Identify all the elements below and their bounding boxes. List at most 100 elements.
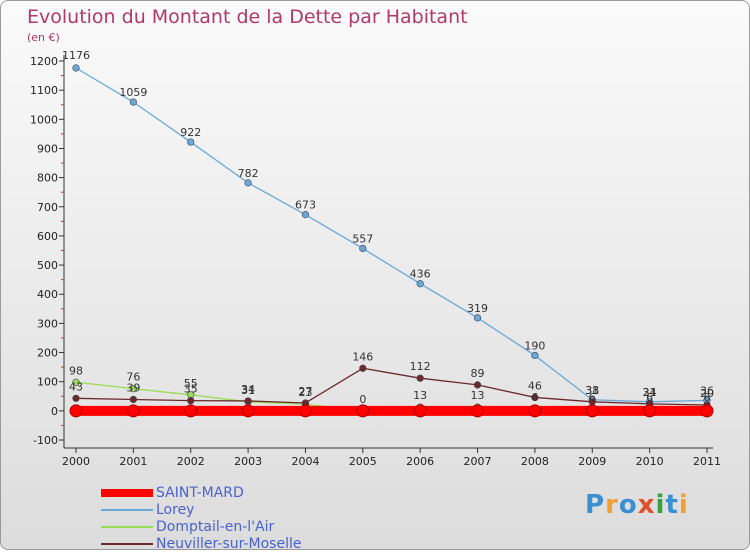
- legend-swatch: [101, 489, 153, 497]
- data-label: 436: [410, 268, 431, 281]
- x-tick-label: 2009: [578, 455, 606, 468]
- data-point: [184, 404, 198, 418]
- data-point: [69, 404, 83, 418]
- data-point: [416, 374, 424, 382]
- data-label: 13: [413, 389, 427, 402]
- data-point: [416, 280, 424, 288]
- legend-swatch: [101, 509, 153, 511]
- y-tick-label: 500: [37, 259, 58, 272]
- x-tick-label: 2011: [693, 455, 721, 468]
- legend-swatch: [101, 526, 153, 528]
- data-point: [700, 404, 714, 418]
- data-label: 39: [126, 381, 140, 394]
- y-tick-label: 600: [37, 230, 58, 243]
- data-point: [241, 404, 255, 418]
- data-label: 24: [643, 386, 657, 399]
- data-label: 27: [298, 385, 312, 398]
- data-label: 20: [700, 387, 714, 400]
- y-tick-label: 800: [37, 172, 58, 185]
- data-label: 31: [241, 384, 255, 397]
- logo-letter: o: [618, 490, 638, 520]
- data-label: 34: [241, 383, 255, 396]
- data-label: 6: [704, 391, 711, 404]
- data-label: 23: [298, 386, 312, 399]
- data-label: 6: [589, 391, 596, 404]
- x-tick-label: 2001: [119, 455, 147, 468]
- data-point: [531, 393, 539, 402]
- data-label: 190: [524, 339, 545, 352]
- data-point: [187, 397, 195, 405]
- data-label: 46: [528, 379, 542, 392]
- data-point: [187, 138, 195, 146]
- data-point: [643, 404, 657, 418]
- data-label: 782: [238, 167, 259, 180]
- y-tick-label: 100: [37, 376, 58, 389]
- data-label: 557: [352, 232, 373, 245]
- logo-letter: r: [605, 490, 619, 520]
- legend-label: SAINT-MARD: [156, 485, 244, 501]
- x-tick-label: 2008: [521, 455, 549, 468]
- data-label: 76: [126, 371, 140, 384]
- data-label: 1176: [62, 49, 90, 62]
- x-tick-label: 2002: [177, 455, 205, 468]
- data-label: 36: [700, 384, 714, 397]
- logo-letter: i: [655, 490, 666, 520]
- y-tick-label: 1000: [30, 113, 58, 126]
- data-label: 13: [471, 389, 485, 402]
- data-label: 673: [295, 199, 316, 212]
- y-tick-label: 1200: [30, 55, 58, 68]
- x-tick-label: 2004: [291, 455, 319, 468]
- y-unit-label: (en €): [27, 31, 60, 44]
- legend-label: Lorey: [156, 502, 195, 518]
- data-point: [528, 404, 542, 418]
- data-point: [413, 404, 427, 418]
- data-label: 0: [359, 393, 366, 406]
- data-label: 35: [184, 383, 198, 396]
- legend-label: Neuviller-sur-Moselle: [156, 536, 302, 552]
- x-tick-label: 2005: [349, 455, 377, 468]
- data-point: [359, 244, 367, 253]
- logo-letter: t: [665, 490, 679, 520]
- legend-swatch: [101, 543, 153, 545]
- data-point: [72, 64, 80, 72]
- data-label: 31: [643, 386, 657, 399]
- data-point: [298, 404, 312, 418]
- x-tick-label: 2010: [636, 455, 664, 468]
- x-tick-label: 2006: [406, 455, 434, 468]
- data-point: [244, 179, 252, 187]
- data-point: [473, 381, 482, 389]
- data-point: [129, 395, 137, 404]
- data-label: 98: [69, 364, 83, 377]
- x-tick-label: 2000: [62, 455, 90, 468]
- y-tick-label: 0: [51, 405, 58, 418]
- data-point: [72, 378, 80, 386]
- x-tick-label: 2007: [464, 455, 492, 468]
- y-tick-label: 300: [37, 317, 58, 330]
- data-point: [129, 385, 137, 393]
- data-label: 112: [410, 360, 431, 373]
- y-tick-label: 700: [37, 201, 58, 214]
- data-point: [301, 211, 310, 219]
- data-label: 38: [585, 384, 599, 397]
- chart-title: Evolution du Montant de la Dette par Hab…: [27, 6, 468, 28]
- series-line-1: [75, 67, 708, 403]
- y-tick-label: 400: [37, 288, 58, 301]
- data-point: [244, 397, 252, 405]
- data-label: 43: [69, 380, 83, 393]
- data-point: [72, 394, 80, 402]
- logo-letter: P: [585, 490, 606, 520]
- data-label: 6: [531, 391, 538, 404]
- y-tick-label: -100: [33, 434, 58, 447]
- logo-letter: i: [678, 490, 689, 520]
- logo-letter: x: [637, 490, 656, 520]
- proxiti-logo: Proxiti: [585, 490, 689, 520]
- data-point: [473, 314, 482, 322]
- data-label: 319: [467, 302, 488, 315]
- data-point: [126, 404, 140, 418]
- data-label: 31: [585, 384, 599, 397]
- legend-label: Domptail-en-l'Air: [156, 519, 275, 535]
- data-label: 55: [184, 377, 198, 390]
- y-tick-label: 900: [37, 142, 58, 155]
- data-label: 6: [646, 391, 653, 404]
